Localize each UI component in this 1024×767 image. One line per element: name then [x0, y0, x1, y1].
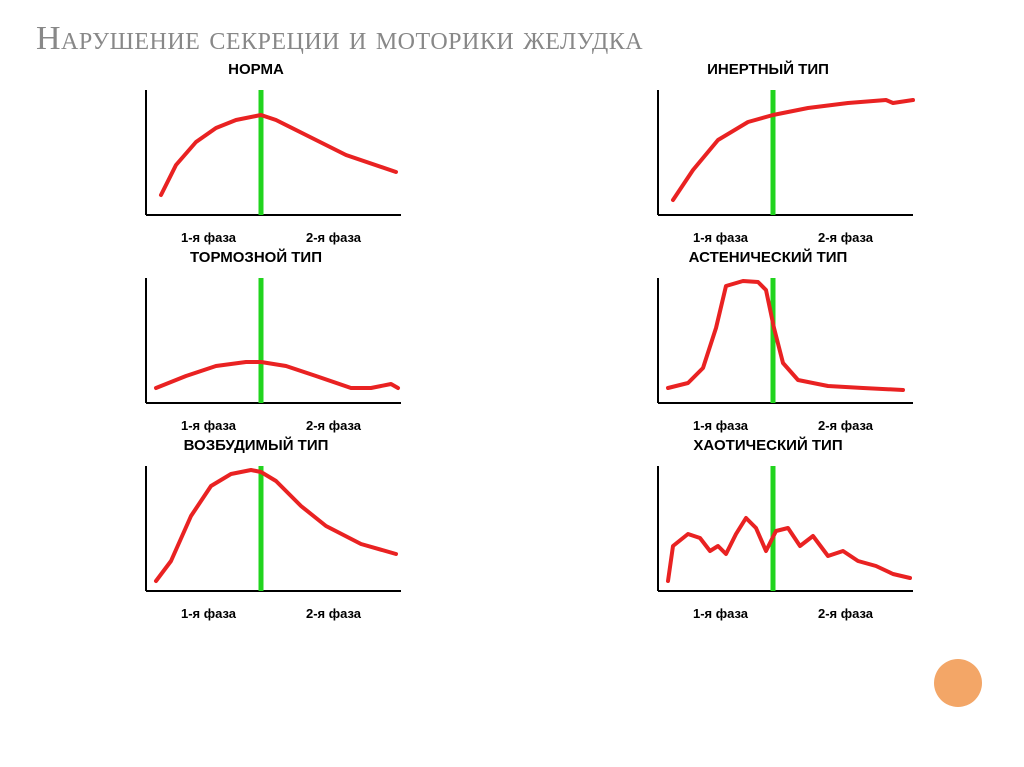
phase1-label: 1-я фаза — [618, 230, 783, 245]
phase2-label: 2-я фаза — [271, 230, 406, 245]
chart-panel: НОРМА 1-я фаза 2-я фаза — [40, 61, 472, 245]
x-axis-labels: 1-я фаза 2-я фаза — [106, 230, 406, 245]
chart-title: АСТЕНИЧЕСКИЙ ТИП — [689, 249, 848, 266]
chart-panel: ТОРМОЗНОЙ ТИП 1-я фаза 2-я фаза — [40, 249, 472, 433]
phase1-label: 1-я фаза — [106, 418, 271, 433]
chart-panel: ИНЕРТНЫЙ ТИП 1-я фаза 2-я фаза — [552, 61, 984, 245]
x-axis-labels: 1-я фаза 2-я фаза — [618, 606, 918, 621]
phase1-label: 1-я фаза — [618, 606, 783, 621]
chart-panel: АСТЕНИЧЕСКИЙ ТИП 1-я фаза 2-я фаза — [552, 249, 984, 433]
chart-svg — [106, 456, 406, 606]
phase1-label: 1-я фаза — [106, 230, 271, 245]
chart-svg — [106, 80, 406, 230]
x-axis-labels: 1-я фаза 2-я фаза — [106, 418, 406, 433]
chart-svg — [618, 268, 918, 418]
chart-title: ВОЗБУДИМЫЙ ТИП — [184, 437, 329, 454]
phase2-label: 2-я фаза — [783, 418, 918, 433]
chart-panel: ВОЗБУДИМЫЙ ТИП 1-я фаза 2-я фаза — [40, 437, 472, 621]
orange-dot-icon — [934, 659, 982, 707]
phase2-label: 2-я фаза — [783, 606, 918, 621]
chart-title: ХАОТИЧЕСКИЙ ТИП — [693, 437, 842, 454]
phase1-label: 1-я фаза — [618, 418, 783, 433]
chart-svg — [618, 80, 918, 230]
chart-title: ТОРМОЗНОЙ ТИП — [190, 249, 322, 266]
charts-grid: НОРМА 1-я фаза 2-я фаза ИНЕРТНЫЙ ТИП 1-я… — [0, 61, 1024, 641]
x-axis-labels: 1-я фаза 2-я фаза — [106, 606, 406, 621]
chart-panel: ХАОТИЧЕСКИЙ ТИП 1-я фаза 2-я фаза — [552, 437, 984, 621]
chart-title: НОРМА — [228, 61, 284, 78]
x-axis-labels: 1-я фаза 2-я фаза — [618, 230, 918, 245]
page-title: Нарушение секреции и моторики желудка — [0, 0, 1024, 61]
chart-title: ИНЕРТНЫЙ ТИП — [707, 61, 829, 78]
x-axis-labels: 1-я фаза 2-я фаза — [618, 418, 918, 433]
chart-svg — [106, 268, 406, 418]
phase2-label: 2-я фаза — [271, 418, 406, 433]
phase2-label: 2-я фаза — [271, 606, 406, 621]
chart-svg — [618, 456, 918, 606]
phase2-label: 2-я фаза — [783, 230, 918, 245]
phase1-label: 1-я фаза — [106, 606, 271, 621]
